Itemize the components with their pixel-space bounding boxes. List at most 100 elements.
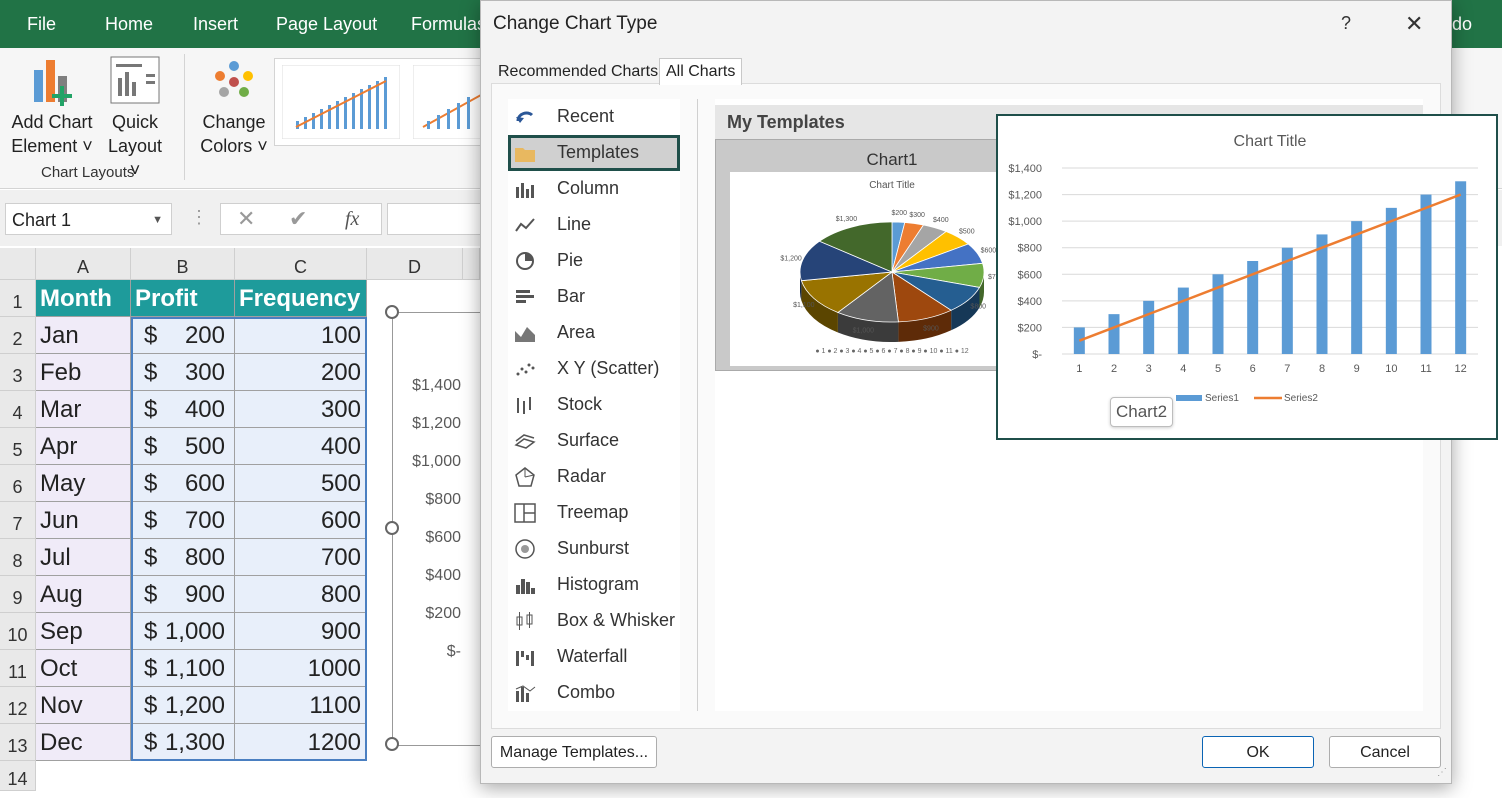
row-header[interactable]: 2	[0, 317, 36, 354]
month-cell[interactable]: Apr	[36, 428, 131, 465]
frequency-cell[interactable]: 100	[235, 317, 367, 354]
month-cell[interactable]: Jan	[36, 317, 131, 354]
chart-type-x-y-scatter[interactable]: X Y (Scatter)	[508, 351, 680, 387]
chart-type-column[interactable]: Column	[508, 171, 680, 207]
enter-formula-icon[interactable]: ✔	[289, 206, 308, 231]
chart-resize-handle[interactable]	[385, 521, 399, 535]
frequency-cell[interactable]: 300	[235, 391, 367, 428]
chart-type-treemap[interactable]: Treemap	[508, 495, 680, 531]
row-header[interactable]: 10	[0, 613, 36, 650]
row-header[interactable]: 9	[0, 576, 36, 613]
chart-type-sunburst[interactable]: Sunburst	[508, 531, 680, 567]
header-cell-month[interactable]: Month	[36, 280, 131, 317]
chart-type-stock[interactable]: Stock	[508, 387, 680, 423]
row-header[interactable]: 12	[0, 687, 36, 724]
formula-input[interactable]	[387, 203, 487, 235]
profit-cell[interactable]: $1,300	[131, 724, 235, 761]
chart-type-templates[interactable]: Templates	[508, 135, 680, 171]
column-header-b[interactable]: B	[131, 248, 235, 280]
chart-type-histogram[interactable]: Histogram	[508, 567, 680, 603]
insert-function-icon[interactable]: fx	[345, 208, 360, 230]
empty-cell[interactable]	[131, 761, 235, 798]
chart-styles-gallery[interactable]	[274, 58, 482, 146]
row-header[interactable]: 3	[0, 354, 36, 391]
manage-templates-button[interactable]: Manage Templates...	[491, 736, 657, 768]
name-box[interactable]: Chart 1 ▼	[5, 203, 172, 235]
frequency-cell[interactable]: 700	[235, 539, 367, 576]
chart-type-waterfall[interactable]: Waterfall	[508, 639, 680, 675]
month-cell[interactable]: Oct	[36, 650, 131, 687]
chart-type-surface[interactable]: Surface	[508, 423, 680, 459]
row-header[interactable]: 6	[0, 465, 36, 502]
month-cell[interactable]: Aug	[36, 576, 131, 613]
chart-resize-handle[interactable]	[385, 305, 399, 319]
month-cell[interactable]: Jul	[36, 539, 131, 576]
chart-type-line[interactable]: Line	[508, 207, 680, 243]
frequency-cell[interactable]: 1200	[235, 724, 367, 761]
profit-cell[interactable]: $800	[131, 539, 235, 576]
row-header[interactable]: 5	[0, 428, 36, 465]
tab-recommended-charts[interactable]: Recommended Charts	[498, 63, 659, 80]
profit-cell[interactable]: $1,200	[131, 687, 235, 724]
ok-button[interactable]: OK	[1202, 736, 1314, 768]
frequency-cell[interactable]: 200	[235, 354, 367, 391]
tab-insert[interactable]: Insert	[193, 14, 239, 34]
tab-all-charts[interactable]: All Charts	[659, 58, 743, 85]
profit-cell[interactable]: $1,000	[131, 613, 235, 650]
chart-type-combo[interactable]: Combo	[508, 675, 680, 711]
frequency-cell[interactable]: 600	[235, 502, 367, 539]
empty-cell[interactable]	[235, 761, 367, 798]
tab-home[interactable]: Home	[105, 14, 154, 34]
month-cell[interactable]: Sep	[36, 613, 131, 650]
column-header-a[interactable]: A	[36, 248, 131, 280]
row-header[interactable]: 7	[0, 502, 36, 539]
profit-cell[interactable]: $200	[131, 317, 235, 354]
header-cell-profit[interactable]: Profit	[131, 280, 235, 317]
profit-cell[interactable]: $700	[131, 502, 235, 539]
frequency-cell[interactable]: 900	[235, 613, 367, 650]
month-cell[interactable]: Mar	[36, 391, 131, 428]
row-header[interactable]: 14	[0, 761, 36, 791]
row-header[interactable]: 1	[0, 280, 36, 317]
help-icon[interactable]: ?	[1341, 13, 1352, 33]
row-header[interactable]: 4	[0, 391, 36, 428]
frequency-cell[interactable]: 1000	[235, 650, 367, 687]
chart-type-area[interactable]: Area	[508, 315, 680, 351]
profit-cell[interactable]: $400	[131, 391, 235, 428]
chart-style-2-thumbnail[interactable]	[413, 65, 481, 139]
column-header-d[interactable]: D	[367, 248, 463, 280]
cancel-button[interactable]: Cancel	[1329, 736, 1441, 768]
month-cell[interactable]: Jun	[36, 502, 131, 539]
cancel-formula-icon[interactable]: ✕	[237, 206, 256, 231]
chart2-template-preview[interactable]: Chart Title $- $200 $400 $600 $800 $1,000 $1,20…	[996, 114, 1498, 440]
profit-cell[interactable]: $1,100	[131, 650, 235, 687]
column-header-e-partial[interactable]	[463, 248, 480, 280]
add-chart-element-button[interactable]: Add Chart Element ˅	[8, 52, 96, 162]
profit-cell[interactable]: $500	[131, 428, 235, 465]
column-header-c[interactable]: C	[235, 248, 367, 280]
chart-type-bar[interactable]: Bar	[508, 279, 680, 315]
row-header[interactable]: 11	[0, 650, 36, 687]
empty-cell[interactable]	[36, 761, 131, 798]
header-cell-frequency[interactable]: Frequency	[235, 280, 367, 317]
name-box-dropdown-icon[interactable]: ▼	[152, 214, 163, 226]
frequency-cell[interactable]: 400	[235, 428, 367, 465]
chart-type-pie[interactable]: Pie	[508, 243, 680, 279]
tab-formulas[interactable]: Formulas	[411, 14, 487, 34]
select-all-corner[interactable]	[0, 248, 36, 280]
chart-style-1-thumbnail[interactable]	[282, 65, 400, 139]
chart-resize-handle[interactable]	[385, 737, 399, 751]
resize-grip-icon[interactable]: ⋰	[1437, 767, 1447, 778]
change-colors-button[interactable]: Change Colors ˅	[196, 52, 272, 162]
frequency-cell[interactable]: 500	[235, 465, 367, 502]
month-cell[interactable]: Dec	[36, 724, 131, 761]
frequency-cell[interactable]: 800	[235, 576, 367, 613]
close-icon[interactable]: ✕	[1405, 11, 1424, 36]
row-header[interactable]: 8	[0, 539, 36, 576]
chart-type-recent[interactable]: Recent	[508, 99, 680, 135]
chart-type-radar[interactable]: Radar	[508, 459, 680, 495]
embedded-chart[interactable]: $1,400 $1,200 $1,000 $800 $600 $400 $200 $-	[392, 312, 481, 746]
month-cell[interactable]: May	[36, 465, 131, 502]
tab-partial-right[interactable]: do	[1452, 14, 1473, 34]
tab-file[interactable]: File	[27, 14, 57, 34]
